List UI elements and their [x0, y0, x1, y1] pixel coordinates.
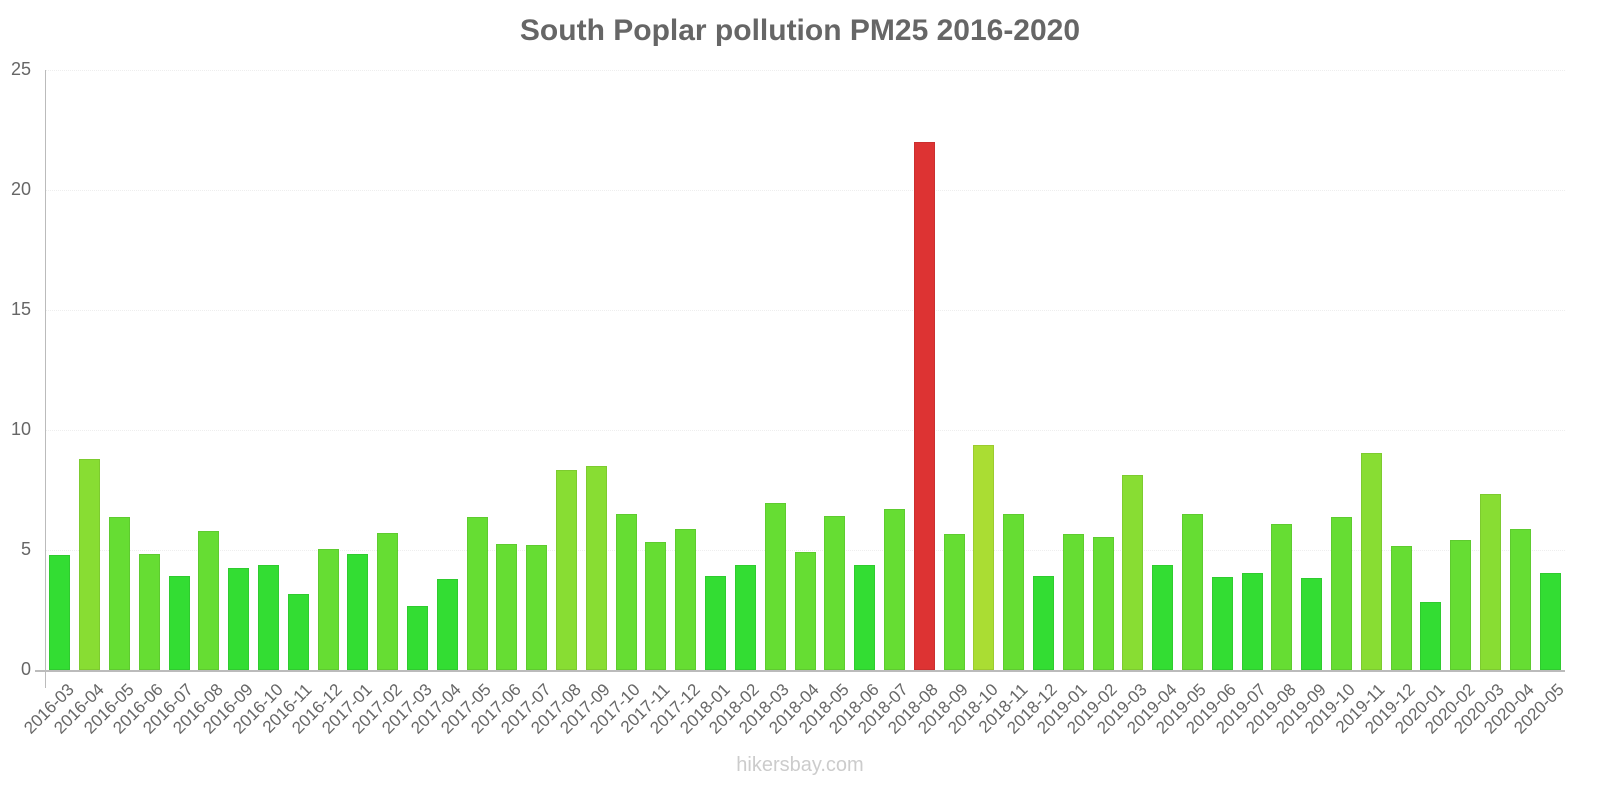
bar-2020-02[interactable] [1450, 539, 1472, 670]
bar-2016-04[interactable] [79, 459, 101, 670]
x-axis-line [35, 670, 1565, 672]
gridline [45, 190, 1565, 192]
bar-2016-06[interactable] [138, 553, 160, 670]
bar-2016-12[interactable] [317, 548, 339, 670]
gridline [45, 70, 1565, 72]
bar-2017-11[interactable] [645, 541, 667, 670]
bar-2016-11[interactable] [287, 594, 309, 670]
bar-2018-12[interactable] [1032, 575, 1054, 670]
y-tick-label: 20 [10, 179, 31, 199]
bar-2017-07[interactable] [526, 545, 548, 670]
y-tick-label: 25 [10, 59, 31, 79]
bar-2018-03[interactable] [764, 502, 786, 670]
bar-2017-03[interactable] [407, 606, 429, 670]
bar-2018-07[interactable] [883, 508, 905, 670]
bar-2017-05[interactable] [466, 517, 488, 670]
bar-2020-01[interactable] [1420, 602, 1442, 670]
bar-2016-10[interactable] [258, 564, 280, 670]
bar-2016-09[interactable] [228, 568, 250, 670]
bar-2018-01[interactable] [705, 575, 727, 670]
y-axis-line [45, 70, 46, 688]
bar-2017-08[interactable] [556, 470, 578, 670]
source-watermark: hikersbay.com [736, 754, 864, 776]
bar-2018-09[interactable] [943, 534, 965, 670]
bar-2018-08[interactable] [913, 142, 935, 670]
bar-2017-04[interactable] [436, 578, 458, 670]
bar-2020-03[interactable] [1479, 493, 1501, 670]
bar-2016-07[interactable] [168, 575, 190, 670]
bar-2020-04[interactable] [1509, 528, 1531, 670]
bar-2019-12[interactable] [1390, 545, 1412, 670]
bar-2016-08[interactable] [198, 531, 220, 670]
bar-2018-10[interactable] [973, 444, 995, 670]
y-tick-label: 15 [10, 299, 31, 319]
bar-2019-05[interactable] [1181, 514, 1203, 670]
bar-2017-06[interactable] [496, 544, 518, 670]
chart-title: South Poplar pollution PM25 2016-2020 [519, 14, 1081, 47]
bar-2019-07[interactable] [1241, 572, 1263, 670]
y-tick-label: 0 [20, 659, 31, 679]
bar-2019-03[interactable] [1122, 474, 1144, 670]
bar-2019-09[interactable] [1301, 577, 1323, 670]
bar-2017-02[interactable] [377, 533, 399, 670]
bar-2017-10[interactable] [615, 514, 637, 670]
gridline [45, 550, 1565, 552]
bar-2018-06[interactable] [854, 565, 876, 670]
bar-2019-10[interactable] [1330, 516, 1352, 670]
bar-2018-02[interactable] [734, 564, 756, 670]
y-tick-label: 10 [10, 419, 31, 439]
y-tick-label: 5 [20, 539, 31, 559]
bar-2017-01[interactable] [347, 554, 369, 670]
bar-2019-01[interactable] [1062, 533, 1084, 670]
bar-2018-11[interactable] [1003, 514, 1025, 670]
bar-2020-05[interactable] [1539, 573, 1561, 670]
bar-2018-05[interactable] [824, 515, 846, 670]
bar-2017-12[interactable] [675, 528, 697, 670]
bar-2019-11[interactable] [1360, 453, 1382, 670]
bar-2017-09[interactable] [585, 466, 607, 670]
bar-2019-02[interactable] [1092, 537, 1114, 670]
bar-2019-04[interactable] [1152, 565, 1174, 670]
bar-2018-04[interactable] [794, 552, 816, 670]
bar-2016-05[interactable] [109, 516, 130, 670]
gridline [45, 310, 1565, 312]
bar-2019-06[interactable] [1211, 577, 1233, 670]
plot-area [45, 70, 1565, 670]
bar-2016-03[interactable] [49, 555, 71, 670]
bar-2019-08[interactable] [1271, 523, 1293, 670]
gridline [45, 430, 1565, 432]
